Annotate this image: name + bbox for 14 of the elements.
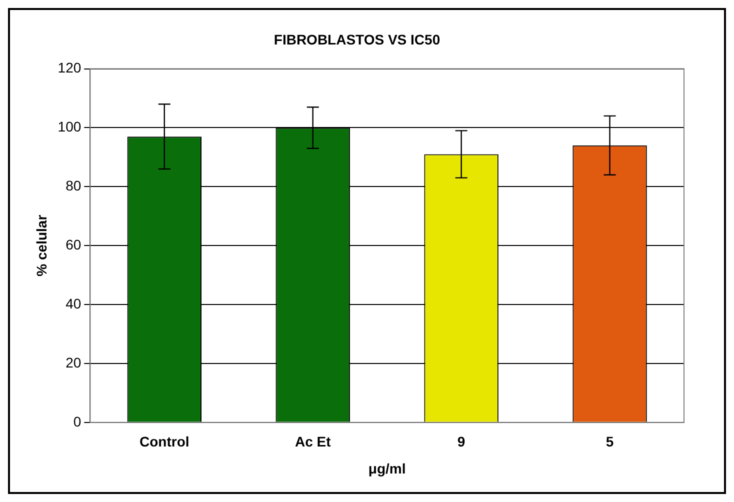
y-tick-label: 100 xyxy=(58,118,82,135)
x-axis-title: μg/ml xyxy=(368,460,406,476)
y-tick-label: 20 xyxy=(66,354,82,370)
y-tick-label: 120 xyxy=(58,60,82,76)
chart-title: FIBROBLASTOS VS IC50 xyxy=(274,31,440,48)
x-tick-label: 5 xyxy=(606,434,614,450)
y-tick-label: 0 xyxy=(73,413,82,430)
y-tick-label: 40 xyxy=(66,295,82,312)
y-tick-label: 80 xyxy=(66,178,82,194)
x-tick-label: Ac Et xyxy=(294,434,332,450)
x-tick-label: 9 xyxy=(457,434,466,450)
y-axis-title: % celular xyxy=(33,214,50,276)
x-tick-label: Control xyxy=(140,434,190,450)
y-tick-label: 60 xyxy=(66,236,82,252)
